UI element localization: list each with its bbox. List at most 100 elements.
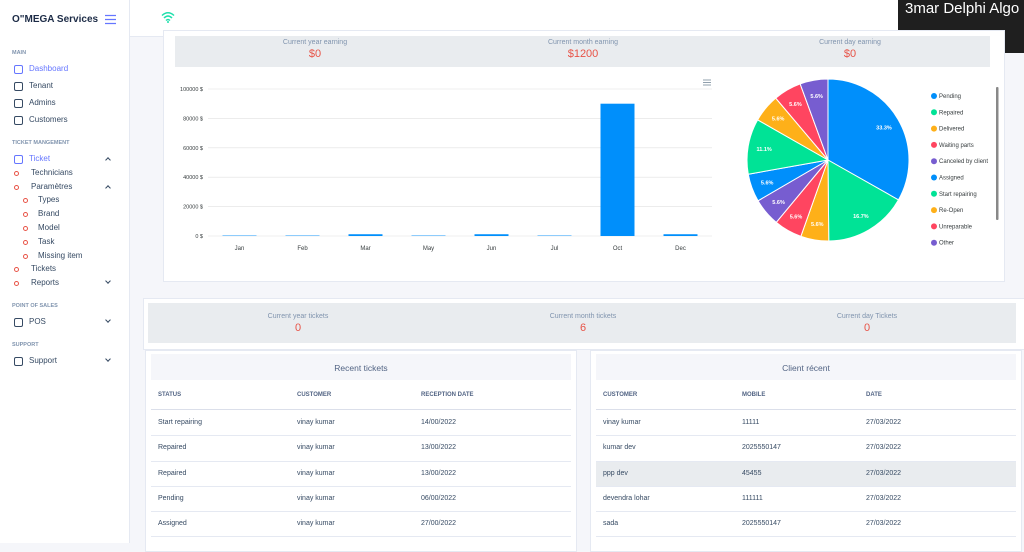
chevron[interactable] — [105, 185, 111, 191]
bar — [664, 234, 698, 236]
table-row — [596, 512, 1016, 537]
table-cell: vinay kumar — [297, 470, 335, 477]
stat-label: Current day Tickets — [787, 313, 947, 320]
table-row — [596, 411, 1016, 436]
legend-label[interactable]: Start repairing — [939, 192, 977, 198]
menu-icon — [14, 99, 23, 108]
menu-item[interactable]: Ticket — [29, 154, 50, 163]
x-tick-label: Dec — [675, 246, 686, 252]
legend-label[interactable]: Re-Open — [939, 208, 963, 214]
table-cell: 27/03/2022 — [866, 444, 901, 451]
legend-label[interactable]: Pending — [939, 94, 961, 100]
legend-marker — [931, 240, 937, 246]
menu-item[interactable]: Types — [38, 195, 59, 204]
menu-item[interactable]: Task — [38, 237, 54, 246]
legend-marker — [931, 109, 937, 115]
menu-item[interactable]: Customers — [29, 115, 68, 124]
legend-marker — [931, 93, 937, 99]
pie-label: 5.6% — [811, 222, 824, 228]
pie-label: 5.6% — [789, 102, 802, 108]
table-cell: vinay kumar — [297, 520, 335, 527]
menu-item[interactable]: Brand — [38, 209, 59, 218]
pie-label: 11.1% — [756, 147, 771, 153]
bar — [349, 234, 383, 236]
column-header: RECEPTION DATE — [421, 392, 474, 398]
table-cell: 13/00/2022 — [421, 444, 456, 451]
menu-bullet — [14, 281, 19, 286]
table-cell: 2025550147 — [742, 520, 781, 527]
stat-value: 0 — [787, 322, 947, 334]
menu-item[interactable]: Paramètres — [31, 182, 72, 191]
stat-value: $0 — [770, 48, 930, 60]
chevron[interactable] — [105, 317, 111, 323]
table-cell: 14/00/2022 — [421, 419, 456, 426]
table-cell: 111111 — [742, 495, 763, 502]
brand: O"MEGA Services — [12, 14, 98, 25]
table-cell: Pending — [158, 495, 184, 502]
legend-label[interactable]: Delivered — [939, 127, 964, 133]
legend-label[interactable]: Repaired — [939, 110, 963, 116]
legend-label[interactable]: Unreparable — [939, 224, 973, 230]
stat-value: $1200 — [503, 48, 663, 60]
table-row — [151, 411, 571, 436]
legend-marker — [931, 207, 937, 213]
menu-icon — [14, 318, 23, 327]
bar — [601, 104, 635, 236]
table-cell: 27/00/2022 — [421, 520, 456, 527]
column-header: MOBILE — [742, 392, 765, 398]
x-tick-label: Jan — [235, 246, 245, 252]
table-cell: 13/00/2022 — [421, 470, 456, 477]
y-tick-label: 80000 $ — [183, 116, 203, 122]
table-cell: vinay kumar — [297, 419, 335, 426]
table-cell: 06/00/2022 — [421, 495, 456, 502]
menu-item[interactable]: Missing item — [38, 251, 82, 260]
legend-label[interactable]: Waiting parts — [939, 143, 974, 149]
stat-label: Current day earning — [770, 39, 930, 46]
column-header: DATE — [866, 392, 882, 398]
table-title: Recent tickets — [146, 363, 576, 373]
menu-item[interactable]: Support — [29, 356, 57, 365]
menu-item[interactable]: POS — [29, 317, 46, 326]
chart-menu[interactable] — [703, 80, 711, 85]
table-cell: Repaired — [158, 444, 186, 451]
menu-item[interactable]: Reports — [31, 278, 59, 287]
table-title: Client récent — [591, 363, 1021, 373]
legend-marker — [931, 142, 937, 148]
legend-label[interactable]: Assigned — [939, 176, 964, 182]
pie-label: 33.3% — [876, 125, 892, 131]
chevron[interactable] — [105, 356, 111, 362]
menu-bullet — [23, 226, 28, 231]
menu-item[interactable]: Admins — [29, 98, 56, 107]
chevron[interactable] — [105, 278, 111, 284]
legend-label[interactable]: Canceled by client — [939, 159, 988, 165]
legend-label[interactable]: Other — [939, 241, 954, 247]
stat-value: 6 — [503, 322, 663, 334]
menu-icon — [14, 65, 23, 74]
menu-item[interactable]: Technicians — [31, 168, 73, 177]
table-row — [596, 436, 1016, 461]
table-cell: Repaired — [158, 470, 186, 477]
menu-item[interactable]: Model — [38, 223, 60, 232]
menu-item[interactable]: Tickets — [31, 264, 56, 273]
table-cell: 27/03/2022 — [866, 470, 901, 477]
table-cell: sada — [603, 520, 618, 527]
header-line — [596, 409, 1016, 410]
pie-label: 5.6% — [761, 180, 774, 186]
menu-bullet — [14, 171, 19, 176]
section-title: SUPPORT — [12, 342, 39, 348]
menu-item[interactable]: Tenant — [29, 81, 53, 90]
x-tick-label: Feb — [297, 246, 308, 252]
menu-toggle[interactable] — [104, 14, 117, 25]
table-cell: Start repairing — [158, 419, 202, 426]
menu-bullet — [23, 240, 28, 245]
table-row — [596, 487, 1016, 512]
pie-label: 5.6% — [772, 117, 785, 123]
bar — [475, 234, 509, 236]
menu-item[interactable]: Dashboard — [29, 64, 68, 73]
y-tick-label: 60000 $ — [183, 146, 203, 152]
chevron[interactable] — [105, 157, 111, 163]
menu-bullet — [14, 267, 19, 272]
table-row — [596, 462, 1016, 487]
table-cell: ppp dev — [603, 470, 628, 477]
